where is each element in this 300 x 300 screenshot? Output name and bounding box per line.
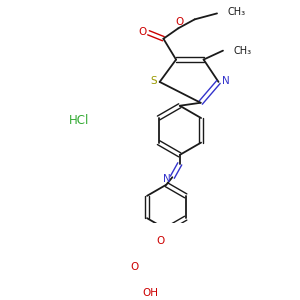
Text: O: O [138,27,147,37]
Text: HCl: HCl [69,114,89,127]
Text: S: S [150,76,157,86]
Text: OH: OH [142,288,158,298]
Text: O: O [156,236,164,245]
Text: O: O [176,17,184,27]
Text: CH₃: CH₃ [233,46,251,56]
Text: CH₃: CH₃ [227,7,246,17]
Text: N: N [222,76,230,86]
Text: N: N [163,174,170,184]
Text: O: O [130,262,139,272]
